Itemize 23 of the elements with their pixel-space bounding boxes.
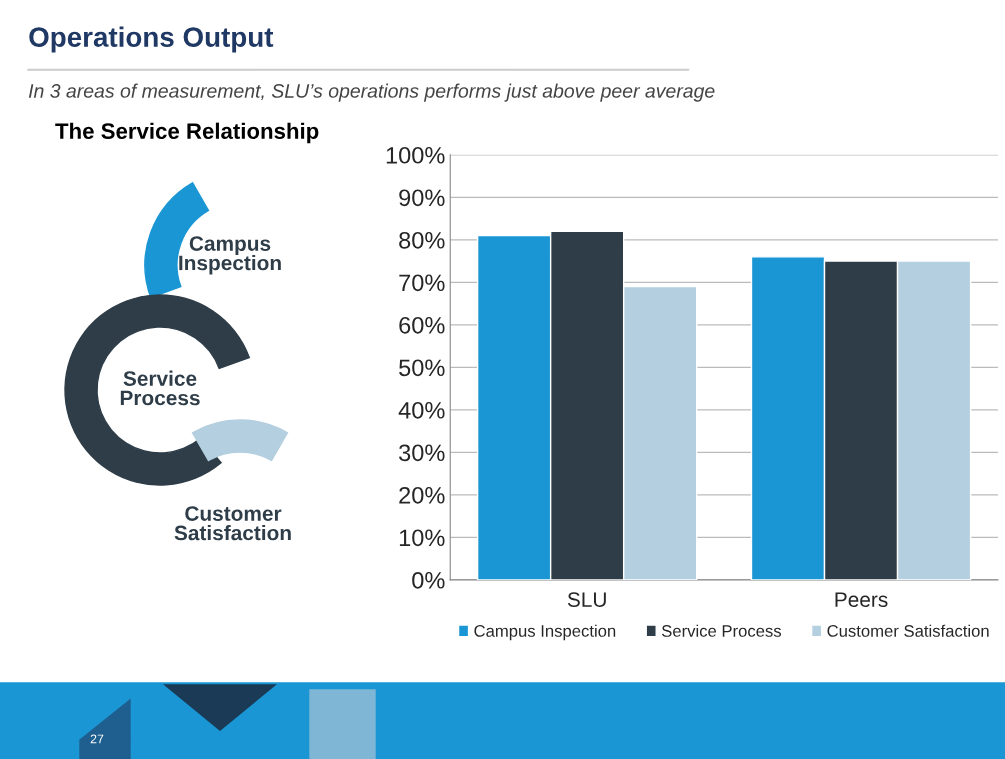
text: The Service Relationship	[55, 122, 319, 144]
y-tick-label: 50%	[399, 359, 445, 377]
chart-subtitle: In 3 areas of measurement, SLU’s operations performs just above peer average	[28, 83, 715, 102]
y-tick-label: 100%	[386, 146, 445, 164]
y-tick-label: 0%	[412, 571, 445, 589]
y-tick-label: 20%	[399, 486, 445, 504]
x-tick-label: Peers	[835, 592, 888, 607]
x-tick-label: SLU	[567, 592, 606, 607]
text: Operations Output	[29, 26, 274, 53]
y-tick-label: 80%	[399, 231, 445, 249]
y-tick-label: 90%	[399, 189, 445, 207]
y-tick-label: 70%	[399, 274, 445, 292]
text: Campus Inspection	[179, 236, 281, 275]
text: 27	[90, 734, 104, 744]
text: Customer Satisfaction	[174, 506, 291, 541]
legend-label: Service Process	[661, 624, 782, 637]
legend-label: Customer Satisfaction	[827, 624, 989, 637]
y-tick-label: 10%	[399, 529, 445, 547]
y-tick-label: 60%	[399, 316, 445, 334]
y-tick-label: 30%	[399, 444, 445, 462]
text: Service Process	[120, 370, 200, 406]
y-tick-label: 40%	[398, 401, 445, 419]
legend-label: Campus Inspection	[474, 624, 616, 641]
